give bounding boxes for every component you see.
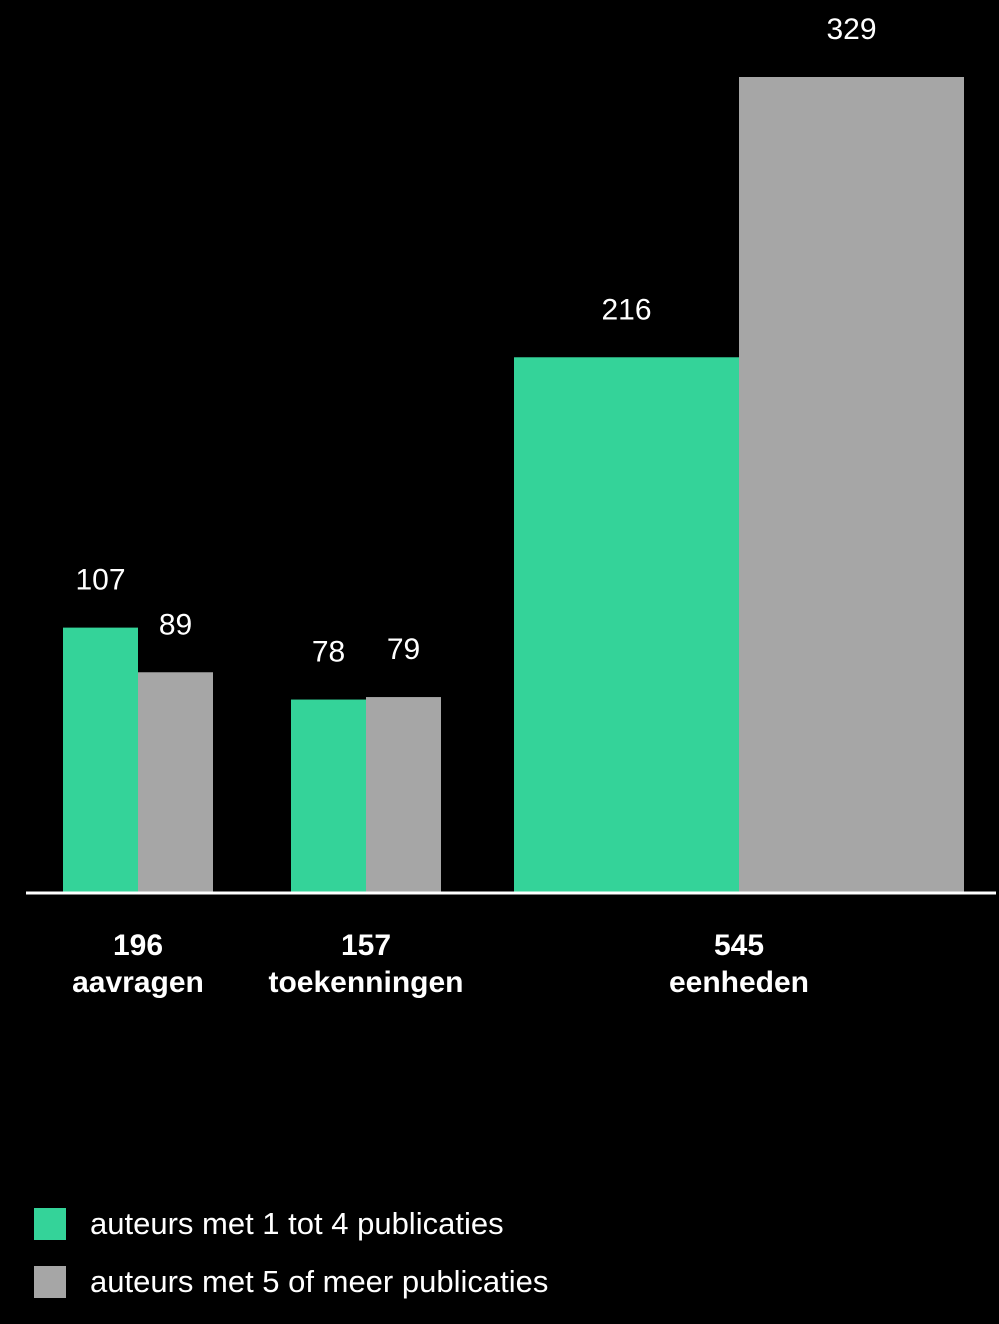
data-label-aavragen-series-1: 107 [75, 564, 125, 597]
legend-swatch-series-2 [34, 1266, 66, 1298]
legend-item-series-2: auteurs met 5 of meer publicaties [34, 1264, 549, 1299]
data-label-eenheden-series-2: 329 [826, 13, 876, 46]
bar-aavragen-series-1 [63, 627, 138, 893]
bar-toekenningen-series-1 [291, 699, 366, 893]
legend-swatch-series-1 [34, 1208, 66, 1240]
category-total-eenheden: 545 [714, 929, 764, 962]
bar-aavragen-series-2 [138, 672, 213, 893]
labels-group: 107 89 196 aavragen 78 79 157 toekenningen 216 32… [72, 13, 876, 999]
category-label-aavragen: aavragen [72, 966, 204, 999]
legend-label-series-2: auteurs met 5 of meer publicaties [90, 1264, 549, 1299]
legend-label-series-1: auteurs met 1 tot 4 publicaties [90, 1206, 504, 1241]
data-label-toekenningen-series-2: 79 [387, 633, 420, 666]
bar-toekenningen-series-2 [366, 697, 441, 893]
category-total-toekenningen: 157 [341, 929, 391, 962]
data-label-aavragen-series-2: 89 [159, 608, 192, 641]
category-label-toekenningen: toekenningen [268, 966, 463, 999]
bar-eenheden-series-2 [739, 77, 964, 893]
bar-chart: 107 89 196 aavragen 78 79 157 toekenningen 216 32… [26, 13, 996, 999]
category-label-eenheden: eenheden [669, 966, 809, 999]
data-label-toekenningen-series-1: 78 [312, 636, 345, 669]
data-label-eenheden-series-1: 216 [601, 293, 651, 326]
legend-item-series-1: auteurs met 1 tot 4 publicaties [34, 1206, 548, 1241]
category-total-aavragen: 196 [113, 929, 163, 962]
bar-eenheden-series-1 [514, 357, 739, 894]
bars-group [63, 77, 964, 894]
legend: auteurs met 1 tot 4 publicaties auteurs … [34, 1206, 549, 1324]
